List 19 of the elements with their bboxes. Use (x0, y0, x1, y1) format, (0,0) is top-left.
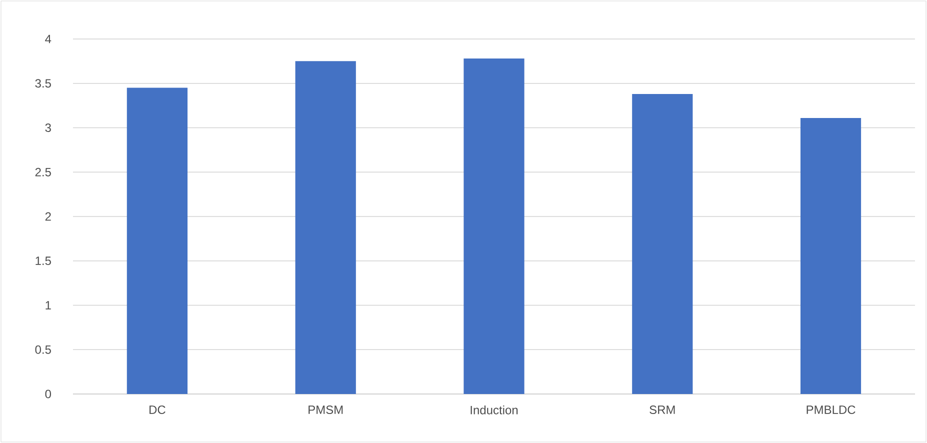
y-tick-label: 1.5 (36, 256, 51, 266)
x-tick-label: Induction (470, 406, 518, 414)
y-tick-label: 2 (45, 212, 51, 221)
x-tick-label: SRM (650, 406, 675, 414)
bar (464, 58, 524, 394)
y-tick-label: 3 (45, 123, 51, 132)
y-tick-label: 0.5 (35, 345, 51, 354)
x-tick-label: PMBLDC (806, 406, 856, 414)
y-tick-label: 0 (45, 390, 52, 398)
bar (800, 118, 862, 394)
y-tick-label: 1 (46, 301, 51, 310)
x-tick-label: PMSM (308, 406, 343, 414)
y-tick-label: 4 (45, 34, 52, 44)
y-tick-label: 2.5 (35, 168, 51, 176)
bar (632, 94, 693, 394)
bar (126, 88, 188, 394)
y-tick-label: 3.5 (35, 79, 51, 88)
bar (295, 61, 356, 394)
x-tick-label: DC (150, 406, 166, 414)
